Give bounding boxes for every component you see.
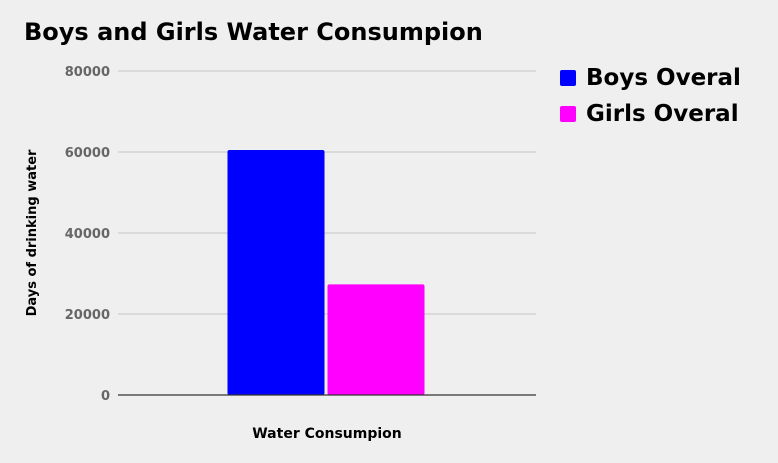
legend: Boys Overal Girls Overal — [560, 60, 741, 132]
bars — [227, 149, 425, 395]
y-tick-label: 0 — [101, 389, 110, 404]
y-tick-label: 60000 — [65, 146, 110, 161]
legend-label-girls: Girls Overal — [586, 101, 739, 127]
y-tick-label: 80000 — [65, 65, 110, 80]
legend-label-boys: Boys Overal — [586, 65, 741, 91]
legend-item-girls[interactable]: Girls Overal — [560, 96, 741, 132]
bar-boys[interactable] — [227, 149, 325, 395]
y-tick-labels: 0 20000 40000 60000 80000 — [65, 65, 110, 404]
bar-girls[interactable] — [327, 284, 425, 395]
y-tick-label: 20000 — [65, 308, 110, 323]
legend-swatch-girls — [560, 106, 576, 122]
legend-item-boys[interactable]: Boys Overal — [560, 60, 741, 96]
chart-title: Boys and Girls Water Consumpion — [24, 18, 483, 46]
x-axis-label: Water Consumpion — [252, 426, 402, 442]
y-axis-label: Days of drinking water — [25, 149, 40, 316]
y-tick-label: 40000 — [65, 227, 110, 242]
legend-swatch-boys — [560, 70, 576, 86]
gridlines — [118, 70, 536, 315]
